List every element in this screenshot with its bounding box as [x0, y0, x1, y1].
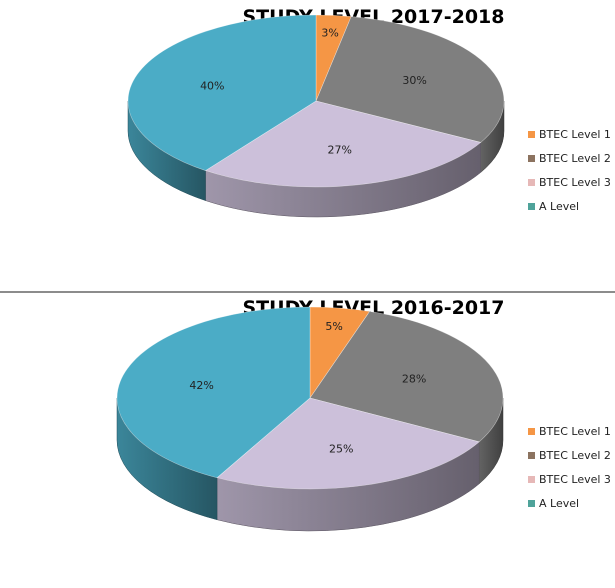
- pie-slice: [127, 14, 317, 171]
- pie-data-label: 42%: [189, 379, 213, 392]
- chart-divider: [0, 291, 615, 293]
- pie-data-label: 27%: [328, 144, 352, 157]
- pie-slice: [204, 100, 482, 188]
- legend-swatch: [528, 202, 535, 210]
- legend-swatch: [528, 427, 535, 435]
- pie-slice: [315, 16, 505, 143]
- pie-data-label: 5%: [325, 320, 342, 333]
- legend-label: BTEC Level 1: [539, 424, 611, 438]
- legend-label: A Level: [539, 199, 580, 213]
- legend-label: BTEC Level 3: [539, 472, 611, 486]
- legend-item: A Level: [528, 491, 611, 515]
- legend-label: BTEC Level 3: [539, 175, 611, 189]
- pie-slice: [216, 397, 480, 490]
- legend-swatch: [528, 475, 535, 483]
- legend-item: BTEC Level 1: [528, 419, 611, 443]
- pie-data-label: 28%: [402, 373, 426, 386]
- legend-item: BTEC Level 3: [528, 467, 611, 491]
- legend-swatch: [528, 130, 535, 138]
- pie-data-label: 3%: [321, 27, 338, 40]
- legend-swatch: [528, 154, 535, 162]
- pie-svg: 3% 30% 27% 40%: [127, 14, 505, 218]
- legend-item: BTEC Level 2: [528, 443, 611, 467]
- legend-label: BTEC Level 2: [539, 448, 611, 462]
- legend-item: BTEC Level 1: [528, 122, 611, 146]
- pie-chart-2017-2018: STUDY LEVEL 2017-2018 3% 30% 27% 40% BTEC L…: [0, 0, 615, 292]
- pie-slice: [309, 311, 504, 443]
- legend-item: BTEC Level 3: [528, 170, 611, 194]
- legend-label: BTEC Level 2: [539, 151, 611, 165]
- legend: BTEC Level 1 BTEC Level 2 BTEC Level 3 A…: [528, 122, 611, 218]
- legend-item: A Level: [528, 194, 611, 218]
- pie-svg: 5% 28% 25% 42%: [116, 306, 504, 532]
- pie-data-label: 40%: [200, 80, 224, 93]
- legend-swatch: [528, 499, 535, 507]
- legend-label: BTEC Level 1: [539, 127, 611, 141]
- legend-swatch: [528, 451, 535, 459]
- legend-item: BTEC Level 2: [528, 146, 611, 170]
- legend-label: A Level: [539, 496, 580, 510]
- pie-data-label: 25%: [329, 443, 353, 456]
- pie-data-label: 30%: [402, 74, 426, 87]
- legend-swatch: [528, 178, 535, 186]
- legend: BTEC Level 1 BTEC Level 2 BTEC Level 3 A…: [528, 419, 611, 515]
- pie-slice: [116, 306, 311, 479]
- pie-chart-2016-2017: STUDY LEVEL 2016-2017 5% 28% 25% 42% BTEC L…: [0, 296, 615, 588]
